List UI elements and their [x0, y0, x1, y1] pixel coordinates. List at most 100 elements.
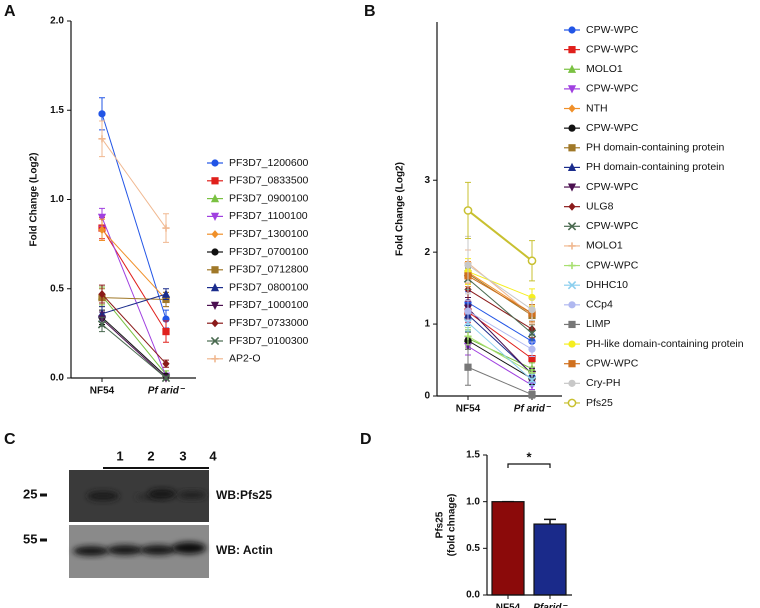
legend-label: CPW-WPC — [586, 357, 639, 369]
legend-label: MOLO1 — [586, 63, 623, 75]
marker — [98, 110, 106, 118]
panel-label: A — [4, 3, 16, 20]
marker — [528, 355, 536, 363]
x-tick-label: NF54 — [456, 404, 481, 415]
legend-marker — [568, 104, 576, 113]
legend-label: PH domain-containing protein — [586, 161, 724, 173]
series-line — [101, 227, 167, 332]
series-line — [467, 340, 533, 380]
legend-marker — [567, 222, 577, 231]
series-line — [101, 293, 167, 315]
legend-label: PF3D7_1100100 — [229, 210, 308, 222]
y-axis-label: Fold Change (Log2) — [395, 162, 406, 256]
legend-marker — [210, 283, 220, 292]
series-line — [467, 345, 533, 386]
legend-label: CPW-WPC — [586, 259, 639, 271]
y-tick-label: 1.5 — [466, 450, 480, 461]
legend-label: AP2-O — [229, 353, 261, 365]
y-tick-label: 3 — [424, 175, 430, 186]
y-tick-label: 1.0 — [50, 194, 64, 205]
band — [73, 546, 109, 556]
band — [107, 545, 143, 555]
legend-marker — [568, 124, 576, 132]
band — [140, 545, 176, 555]
legend-label: ULG8 — [586, 200, 614, 212]
marker — [98, 225, 106, 234]
series-line — [101, 297, 167, 300]
lane-label: 4 — [209, 448, 217, 463]
legend-label: DHHC10 — [586, 279, 628, 291]
panel-label: D — [360, 431, 372, 448]
blot-label: WB: Actin — [216, 543, 273, 557]
legend-label: PH domain-containing protein — [586, 142, 724, 154]
y-tick-label: 0.0 — [50, 373, 64, 384]
legend-label: PF3D7_1000100 — [229, 299, 309, 311]
bar — [533, 523, 567, 596]
series-line — [467, 271, 533, 298]
band — [87, 491, 119, 501]
blot-label: WB:Pfs25 — [216, 488, 272, 502]
marker — [161, 373, 171, 383]
legend-marker — [568, 301, 576, 309]
legend-label: PH-like domain-containing protein — [586, 338, 744, 350]
marker — [98, 290, 106, 299]
marker — [464, 307, 472, 315]
series-line — [101, 324, 167, 379]
panel-label: B — [364, 3, 376, 20]
significance-bracket — [507, 463, 551, 468]
legend-label: CPW-WPC — [586, 181, 639, 193]
series-line — [467, 335, 533, 374]
marker — [162, 327, 170, 336]
marker — [97, 213, 107, 222]
y-axis-label: (fold chnage) — [447, 494, 458, 557]
legend-marker — [210, 194, 220, 203]
legend-label: NTH — [586, 102, 608, 114]
series-line — [101, 295, 167, 375]
legend-marker — [567, 183, 577, 192]
series-line — [467, 275, 533, 314]
y-tick-label: 0 — [424, 391, 430, 402]
legend-marker — [211, 230, 219, 239]
legend-label: PF3D7_1300100 — [229, 228, 309, 240]
legend-label: Pfs25 — [586, 397, 613, 409]
legend-label: PF3D7_1200600 — [229, 157, 309, 169]
legend-marker — [568, 202, 576, 211]
legend-marker — [211, 159, 219, 167]
legend-marker — [210, 301, 220, 310]
marker — [527, 256, 537, 266]
legend-marker — [567, 85, 577, 94]
error-bar — [544, 518, 556, 525]
western-blot: 1 2 3 4 25 55 WB:Pfs25 WB: Actin — [23, 448, 273, 578]
mw-marker: 25 — [23, 486, 37, 501]
bar — [491, 501, 525, 596]
series-line — [101, 293, 167, 365]
legend-label: CCp4 — [586, 299, 613, 311]
marker — [98, 135, 106, 143]
legend-marker — [568, 144, 576, 152]
series-line — [467, 310, 533, 350]
marker — [464, 363, 472, 371]
series-line — [101, 318, 167, 379]
series-line — [467, 322, 533, 381]
series-line — [467, 278, 533, 334]
legend-marker — [210, 212, 220, 221]
legend-label: PF3D7_0712800 — [229, 264, 309, 276]
legend-marker — [567, 162, 577, 172]
marker — [97, 320, 107, 329]
band — [172, 542, 206, 554]
series-line — [467, 264, 533, 311]
y-tick-label: 2 — [424, 247, 430, 258]
legend-marker — [211, 177, 219, 185]
series-line — [467, 307, 533, 375]
marker — [527, 329, 537, 338]
legend-label: CPW-WPC — [586, 220, 639, 232]
series-line — [467, 209, 533, 262]
legend-label: LIMP — [586, 318, 611, 330]
legend-marker — [568, 379, 576, 387]
legend-label: Cry-PH — [586, 377, 620, 389]
legend-marker — [211, 319, 219, 328]
series-line — [101, 229, 167, 300]
significance-label: * — [526, 449, 532, 464]
series-line — [467, 289, 533, 330]
